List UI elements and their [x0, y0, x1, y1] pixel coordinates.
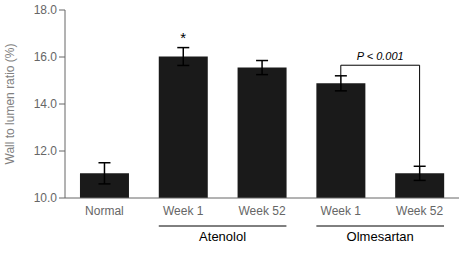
svg-text:16.0: 16.0 — [34, 50, 58, 64]
svg-text:P < 0.001: P < 0.001 — [357, 50, 404, 62]
svg-text:12.0: 12.0 — [34, 144, 58, 158]
svg-text:Wall to lumen ratio (%): Wall to lumen ratio (%) — [8, 44, 17, 165]
svg-text:Week 52: Week 52 — [238, 204, 285, 218]
svg-text:Olmesartan: Olmesartan — [347, 229, 414, 244]
svg-text:Week 52: Week 52 — [396, 204, 443, 218]
svg-text:10.0: 10.0 — [34, 191, 58, 205]
svg-text:Normal: Normal — [85, 204, 124, 218]
svg-text:Week 1: Week 1 — [163, 204, 204, 218]
svg-text:Atenolol: Atenolol — [199, 229, 246, 244]
svg-text:*: * — [180, 29, 186, 46]
svg-text:Week 1: Week 1 — [321, 204, 362, 218]
svg-text:18.0: 18.0 — [34, 3, 58, 17]
svg-text:14.0: 14.0 — [34, 97, 58, 111]
